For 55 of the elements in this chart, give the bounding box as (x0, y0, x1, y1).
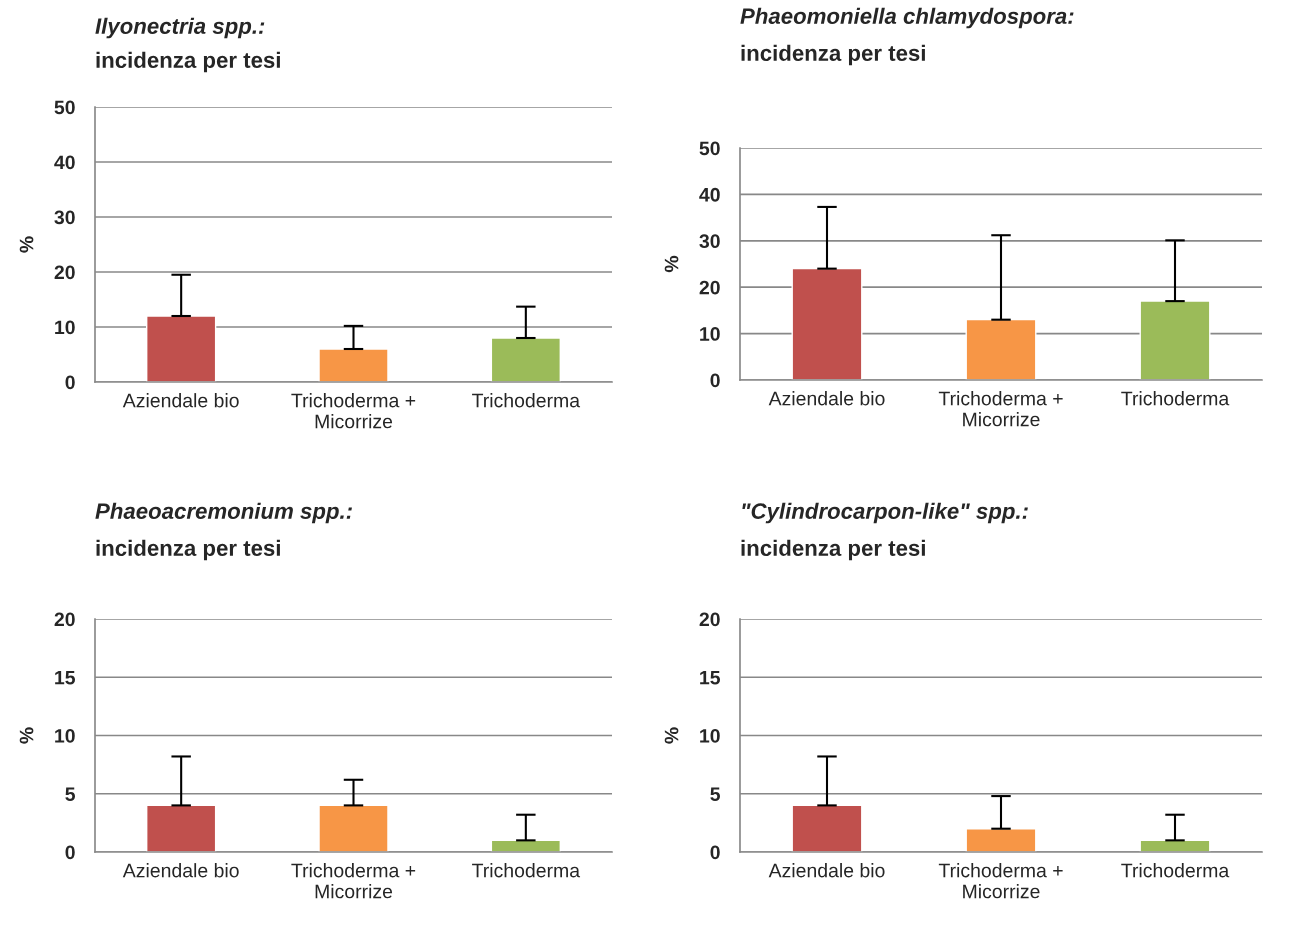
x-tick-label: Trichoderma + Micorrize (291, 393, 416, 429)
x-tick-label: Trichoderma (472, 863, 581, 878)
y-tick-label: 10 (55, 320, 75, 335)
chart-subtitle: incidenza per tesi (741, 539, 925, 561)
bar (965, 828, 1037, 852)
y-tick-label: 30 (54, 210, 75, 225)
bar (146, 315, 217, 382)
bar (490, 337, 561, 382)
y-tick-label: 5 (65, 787, 76, 801)
x-tick-label: Trichoderma (1121, 863, 1230, 878)
bar (965, 318, 1037, 380)
x-tick-label: Aziendale bio (768, 391, 885, 406)
y-tick-label: 5 (710, 787, 721, 801)
chart-subtitle: incidenza per tesi (96, 539, 280, 561)
y-tick-label: 20 (54, 265, 75, 280)
y-tick-label: 20 (54, 612, 75, 627)
x-tick-label: Aziendale bio (122, 393, 239, 408)
y-tick-label: 50 (699, 141, 720, 156)
y-tick-label: 30 (699, 234, 720, 249)
y-axis-title: % (19, 727, 34, 744)
chart-title: Phaeomoniella chlamydospora: (740, 7, 1074, 29)
y-tick-label: 15 (55, 670, 76, 685)
y-axis-title: % (664, 727, 679, 744)
x-tick-label: Trichoderma (472, 393, 581, 408)
x-tick-label: Trichoderma (1121, 391, 1230, 406)
chart-title: Ilyonectria spp.: (95, 17, 265, 39)
x-tick-label: Aziendale bio (768, 863, 885, 878)
chart-subtitle: incidenza per tesi (96, 51, 280, 73)
y-tick-label: 10 (700, 327, 720, 341)
y-axis-title: % (664, 255, 679, 273)
bar (1139, 300, 1211, 380)
x-tick-label: Trichoderma + Micorrize (938, 391, 1063, 427)
y-axis-title: % (19, 236, 34, 253)
bar (791, 267, 863, 380)
y-tick-label: 50 (54, 100, 75, 115)
y-tick-label: 20 (699, 612, 720, 627)
chart-title: "Cylindrocarpon-like" spp.: (742, 502, 1028, 524)
x-tick-label: Trichoderma + Micorrize (938, 863, 1063, 899)
y-tick-label: 40 (699, 187, 720, 202)
x-tick-label: Aziendale bio (122, 863, 239, 878)
y-tick-label: 10 (55, 728, 75, 743)
y-tick-label: 0 (710, 845, 720, 860)
y-tick-label: 40 (54, 155, 75, 170)
bar (791, 804, 863, 852)
y-tick-label: 0 (65, 375, 75, 390)
bar (318, 348, 389, 382)
y-tick-label: 15 (700, 670, 721, 685)
chart-title: Phaeoacremonium spp.: (95, 502, 352, 524)
y-tick-label: 0 (710, 373, 720, 388)
chart-subtitle: incidenza per tesi (741, 44, 925, 66)
y-tick-label: 0 (65, 845, 75, 860)
y-tick-label: 10 (700, 728, 720, 743)
x-tick-label: Trichoderma + Micorrize (291, 863, 416, 899)
y-tick-label: 20 (699, 280, 720, 295)
bar (1139, 839, 1211, 852)
